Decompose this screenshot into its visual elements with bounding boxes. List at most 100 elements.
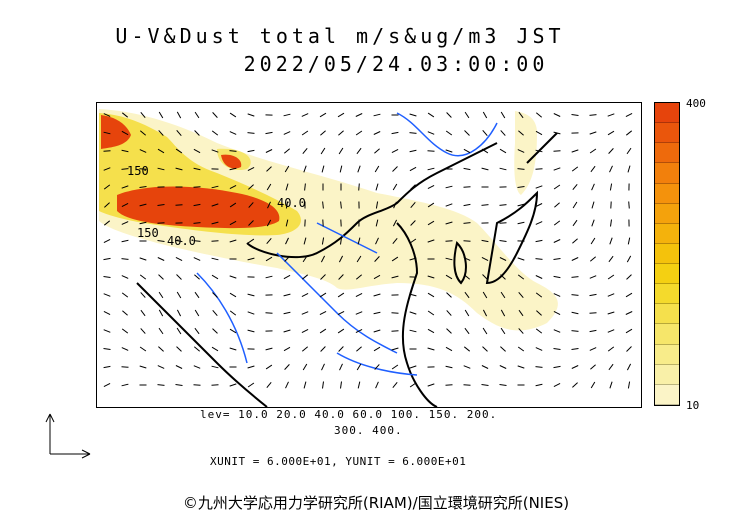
wind-arrow <box>248 184 254 190</box>
wind-arrow <box>409 329 417 333</box>
wind-arrow <box>248 220 254 226</box>
wind-arrow <box>590 364 596 370</box>
wind-arrow <box>609 381 613 389</box>
wind-arrow <box>499 365 507 369</box>
wind-arrow <box>571 348 579 350</box>
wind-arrow <box>589 148 597 154</box>
wind-arrow <box>626 363 632 371</box>
wind-arrow <box>337 328 345 334</box>
wind-arrow <box>391 275 399 279</box>
wind-arrow <box>158 274 164 280</box>
wind-arrow <box>247 113 255 117</box>
wind-arrow <box>554 202 560 208</box>
wind-arrow <box>302 255 308 263</box>
wind-arrow <box>301 130 309 136</box>
wind-arrow <box>322 201 324 209</box>
wind-arrow <box>301 328 309 334</box>
wind-arrow <box>409 238 417 244</box>
wind-arrow <box>122 310 128 316</box>
wind-arrow <box>374 364 380 370</box>
wind-arrow <box>266 219 272 227</box>
wind-arrow <box>499 240 507 242</box>
wind-arrow <box>356 346 362 352</box>
colorbar-segment <box>655 123 679 144</box>
wind-arrow <box>338 130 344 136</box>
wind-arrow <box>626 346 632 352</box>
wind-arrow <box>321 165 325 173</box>
wind-arrow <box>482 309 488 317</box>
wind-arrow <box>340 237 342 245</box>
wind-arrow <box>553 131 561 135</box>
wind-arrow <box>157 148 165 154</box>
wind-arrow <box>518 291 524 299</box>
wind-arrow <box>140 111 146 119</box>
wind-arrow <box>103 238 111 244</box>
wind-arrow <box>553 348 561 350</box>
wind-arrow <box>535 383 543 387</box>
wind-arrow <box>121 292 129 298</box>
wind-arrow <box>427 275 435 279</box>
wind-arrow <box>427 383 435 387</box>
wind-arrow <box>193 346 201 352</box>
wind-arrow <box>499 257 507 261</box>
wind-arrow <box>176 129 182 137</box>
wind-arrow <box>355 113 363 117</box>
colorbar-segment <box>655 264 679 285</box>
wind-arrow <box>302 363 308 371</box>
wind-arrow <box>158 327 164 335</box>
wind-arrow <box>464 130 470 136</box>
wind-arrow <box>446 292 452 298</box>
wind-arrow <box>302 147 308 155</box>
wind-arrow <box>427 131 435 135</box>
wind-arrow <box>284 364 290 370</box>
wind-arrow <box>176 327 182 335</box>
wind-arrow <box>373 329 381 333</box>
wind-arrow <box>535 347 543 351</box>
wind-arrow <box>589 329 597 333</box>
colorbar-segment <box>655 183 679 204</box>
wind-arrow <box>500 274 506 280</box>
wind-arrow <box>535 203 543 207</box>
wind-arrow <box>409 365 417 369</box>
wind-arrow <box>427 239 435 243</box>
wind-arrow <box>193 257 201 261</box>
wind-arrow <box>157 384 165 386</box>
wind-arrow <box>265 149 273 153</box>
colorbar-segment <box>655 143 679 164</box>
rivers <box>196 112 498 376</box>
wind-arrow <box>427 184 435 190</box>
wind-arrow <box>139 149 147 153</box>
wind-arrow <box>499 167 507 171</box>
wind-arrow <box>121 347 129 351</box>
wind-arrow <box>247 293 255 297</box>
colorbar-max-label: 400 <box>686 97 706 110</box>
wind-arrow <box>211 346 219 352</box>
wind-arrow <box>247 238 255 244</box>
wind-arrow <box>121 239 129 243</box>
wind-arrow <box>140 292 146 298</box>
wind-arrow <box>373 346 381 352</box>
wind-arrow <box>482 111 488 119</box>
wind-arrow <box>607 311 615 315</box>
wind-arrow <box>628 201 630 209</box>
wind-arrow <box>572 382 578 388</box>
wind-arrow <box>482 346 488 352</box>
wind-arrow <box>572 183 578 191</box>
wind-arrow <box>375 381 379 389</box>
wind-arrow <box>139 130 147 136</box>
wind-arrow <box>121 328 129 334</box>
wind-arrow <box>212 112 218 118</box>
wind-arrow <box>284 165 290 173</box>
wind-arrow <box>374 148 380 154</box>
wind-arrow <box>553 382 561 388</box>
wind-arrow <box>104 202 110 208</box>
wind-arrow <box>103 276 111 278</box>
wind-arrow <box>193 148 201 154</box>
wind-arrow <box>607 130 615 136</box>
wind-arrow <box>571 257 579 261</box>
wind-arrow <box>175 365 183 369</box>
wind-arrow <box>283 148 291 154</box>
wind-arrow <box>355 130 363 136</box>
wind-arrow <box>446 328 452 334</box>
wind-arrow <box>157 204 165 206</box>
